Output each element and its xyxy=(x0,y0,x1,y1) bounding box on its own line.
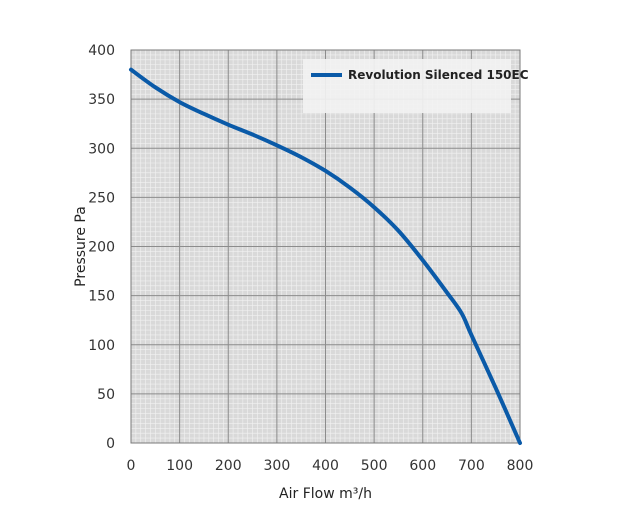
x-tick-label: 200 xyxy=(215,458,242,474)
x-tick-label: 700 xyxy=(458,458,485,474)
legend-label: Revolution Silenced 150EC xyxy=(348,68,529,82)
series-layer xyxy=(129,67,522,445)
y-tick-label: 150 xyxy=(88,289,115,305)
y-axis-label: Pressure Pa xyxy=(73,206,89,287)
y-tick-label: 0 xyxy=(106,436,115,452)
x-tick-label: 0 xyxy=(127,458,136,474)
y-tick-label: 50 xyxy=(97,387,115,403)
x-tick-labels: 0 100 200 300 400 500 600 700 800 xyxy=(127,458,534,474)
legend: Revolution Silenced 150EC xyxy=(303,59,529,113)
y-tick-label: 100 xyxy=(88,338,115,354)
y-tick-label: 350 xyxy=(88,92,115,108)
series-line xyxy=(129,67,522,445)
x-tick-label: 600 xyxy=(409,458,436,474)
x-tick-label: 300 xyxy=(264,458,291,474)
y-tick-label: 250 xyxy=(88,190,115,206)
y-tick-label: 200 xyxy=(88,240,115,256)
y-tick-labels: 0 50 100 150 200 250 300 350 400 xyxy=(88,43,115,452)
x-tick-label: 400 xyxy=(312,458,339,474)
x-axis-label: Air Flow m³/h xyxy=(279,486,372,502)
legend-box xyxy=(303,59,511,113)
y-tick-label: 400 xyxy=(88,43,115,59)
x-tick-label: 500 xyxy=(361,458,388,474)
plot-border xyxy=(130,49,521,444)
x-tick-label: 800 xyxy=(507,458,534,474)
y-tick-label: 300 xyxy=(88,141,115,157)
x-tick-label: 100 xyxy=(166,458,193,474)
